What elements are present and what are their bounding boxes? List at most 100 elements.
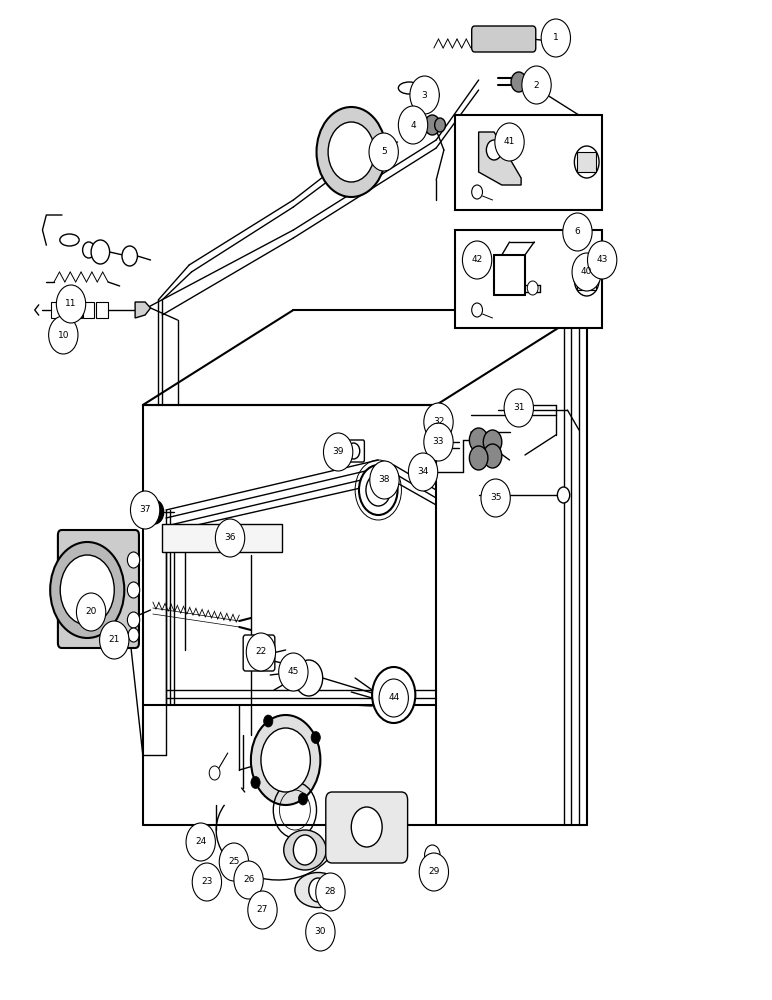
Text: 34: 34 xyxy=(418,468,428,477)
Text: 32: 32 xyxy=(433,418,444,426)
Ellipse shape xyxy=(295,872,341,908)
Text: 27: 27 xyxy=(257,906,268,914)
Text: 30: 30 xyxy=(315,928,326,936)
Circle shape xyxy=(511,72,527,92)
Text: 35: 35 xyxy=(490,493,501,502)
Text: 36: 36 xyxy=(225,534,235,542)
Text: 3: 3 xyxy=(422,91,428,100)
Circle shape xyxy=(372,667,415,723)
FancyBboxPatch shape xyxy=(326,792,408,863)
Ellipse shape xyxy=(398,82,420,94)
Circle shape xyxy=(76,593,106,631)
Circle shape xyxy=(83,242,95,258)
Circle shape xyxy=(295,660,323,696)
Circle shape xyxy=(527,281,538,295)
Circle shape xyxy=(50,542,124,638)
Circle shape xyxy=(369,133,398,171)
Text: 24: 24 xyxy=(195,838,206,846)
Circle shape xyxy=(234,861,263,899)
Bar xyxy=(577,270,596,290)
Text: 41: 41 xyxy=(504,137,515,146)
Circle shape xyxy=(328,122,374,182)
Circle shape xyxy=(279,653,308,691)
Circle shape xyxy=(409,464,422,480)
Polygon shape xyxy=(479,132,521,185)
Circle shape xyxy=(541,19,571,57)
Circle shape xyxy=(323,433,353,471)
Circle shape xyxy=(504,389,533,427)
Circle shape xyxy=(472,303,482,317)
Circle shape xyxy=(347,443,360,459)
Circle shape xyxy=(56,285,86,323)
Ellipse shape xyxy=(425,90,439,100)
FancyBboxPatch shape xyxy=(472,26,536,52)
Circle shape xyxy=(264,715,273,727)
Circle shape xyxy=(309,878,327,902)
Circle shape xyxy=(427,440,435,450)
Circle shape xyxy=(572,253,601,291)
FancyBboxPatch shape xyxy=(342,440,364,462)
Circle shape xyxy=(398,106,428,144)
Circle shape xyxy=(574,146,599,178)
Ellipse shape xyxy=(284,830,327,870)
Text: 4: 4 xyxy=(410,120,416,129)
Circle shape xyxy=(130,491,160,529)
Circle shape xyxy=(424,423,453,461)
Circle shape xyxy=(100,621,129,659)
Circle shape xyxy=(425,845,440,865)
Text: 23: 23 xyxy=(201,878,212,886)
Circle shape xyxy=(469,428,488,452)
Circle shape xyxy=(128,628,139,642)
Text: 6: 6 xyxy=(574,228,581,236)
Text: 22: 22 xyxy=(256,648,266,656)
Text: 31: 31 xyxy=(513,403,524,412)
Text: 2: 2 xyxy=(533,81,540,90)
Circle shape xyxy=(192,863,222,901)
Circle shape xyxy=(557,487,570,503)
Text: 1: 1 xyxy=(553,33,559,42)
Circle shape xyxy=(186,823,215,861)
Text: 28: 28 xyxy=(325,888,336,896)
Text: 5: 5 xyxy=(381,147,387,156)
Circle shape xyxy=(293,835,317,865)
Text: 40: 40 xyxy=(581,267,592,276)
Circle shape xyxy=(351,807,382,847)
Circle shape xyxy=(311,732,320,744)
Circle shape xyxy=(410,76,439,114)
Circle shape xyxy=(428,409,449,435)
Circle shape xyxy=(246,633,276,671)
Circle shape xyxy=(91,240,110,264)
Circle shape xyxy=(574,264,599,296)
Circle shape xyxy=(251,776,260,788)
Circle shape xyxy=(127,612,140,628)
Text: 29: 29 xyxy=(428,867,439,876)
Bar xyxy=(96,302,108,318)
Text: 26: 26 xyxy=(243,876,254,884)
Bar xyxy=(577,152,596,172)
FancyBboxPatch shape xyxy=(58,530,139,648)
FancyBboxPatch shape xyxy=(243,635,275,671)
Text: 10: 10 xyxy=(58,330,69,340)
Bar xyxy=(455,230,602,328)
Circle shape xyxy=(359,465,398,515)
Circle shape xyxy=(522,66,551,104)
Circle shape xyxy=(486,140,502,160)
Circle shape xyxy=(394,683,405,697)
Circle shape xyxy=(145,500,164,524)
Bar xyxy=(455,115,602,210)
Polygon shape xyxy=(135,302,151,318)
Text: 39: 39 xyxy=(333,448,344,456)
Circle shape xyxy=(425,115,440,135)
Text: 44: 44 xyxy=(388,694,399,702)
Text: 43: 43 xyxy=(597,255,608,264)
Circle shape xyxy=(298,793,307,805)
Circle shape xyxy=(587,241,617,279)
Circle shape xyxy=(209,766,220,780)
Circle shape xyxy=(481,479,510,517)
Circle shape xyxy=(49,316,78,354)
Text: 25: 25 xyxy=(229,857,239,866)
Circle shape xyxy=(435,118,445,132)
Bar xyxy=(51,302,65,318)
Circle shape xyxy=(261,728,310,792)
Circle shape xyxy=(382,683,393,697)
